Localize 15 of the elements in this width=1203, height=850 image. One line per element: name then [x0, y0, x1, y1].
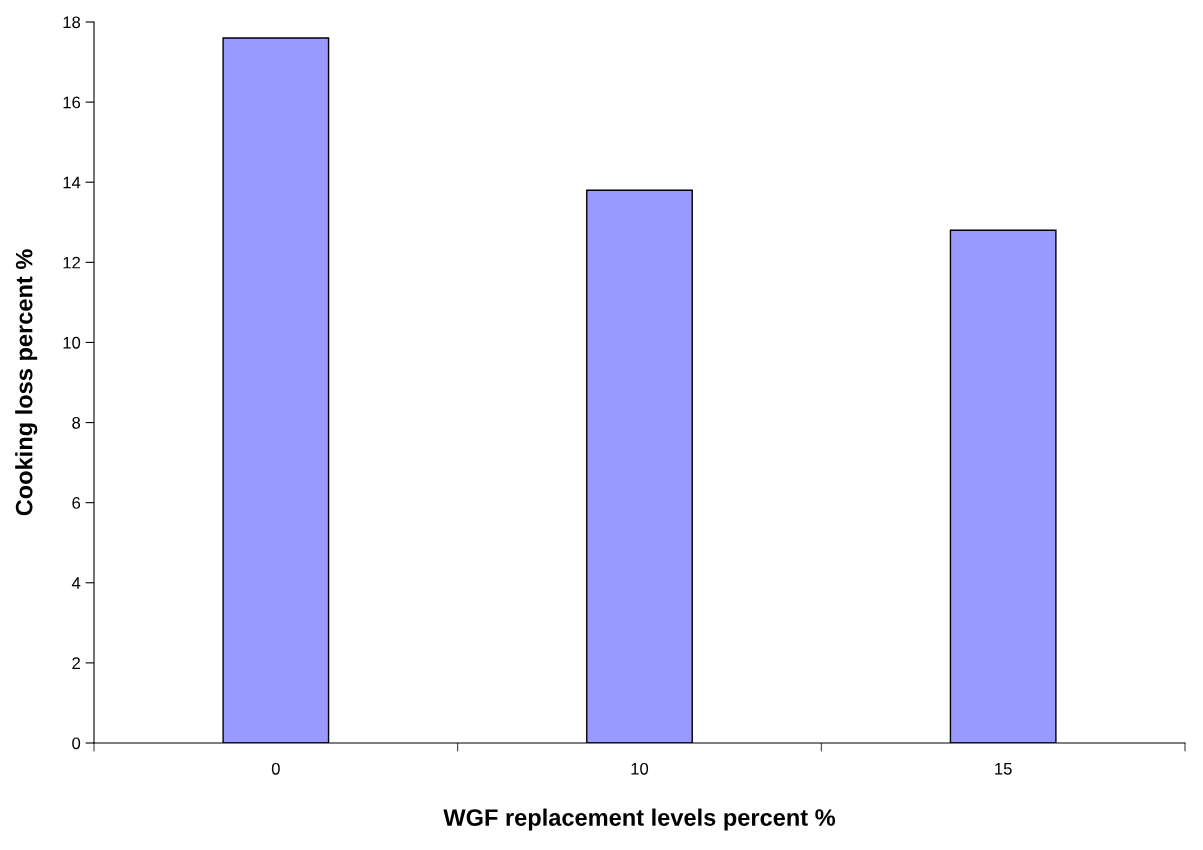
y-tick-label: 10: [63, 336, 81, 349]
y-tick-label: 6: [72, 497, 81, 509]
x-tick-label: 10: [631, 762, 649, 775]
x-axis-title: WGF replacement levels percent %: [443, 808, 836, 831]
x-tick-label: 15: [995, 763, 1012, 775]
y-tick-label: 8: [72, 416, 81, 429]
y-tick-label: 4: [71, 577, 81, 589]
y-tick-label: 18: [63, 16, 81, 29]
y-tick-label: 16: [63, 96, 81, 109]
y-tick-label: 12: [63, 256, 80, 269]
y-tick-label: 14: [63, 176, 81, 189]
y-axis-title: Cooking loss percent %: [15, 249, 38, 516]
y-tick-label: 0: [72, 737, 81, 750]
y-tick-label: 2: [72, 657, 80, 669]
x-tick-label: 0: [271, 762, 280, 775]
